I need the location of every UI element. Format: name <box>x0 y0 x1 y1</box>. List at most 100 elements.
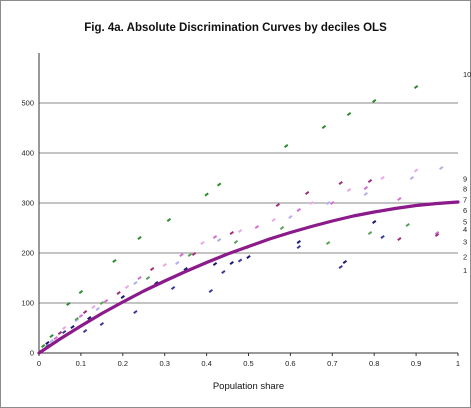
y-tick-label: 200 <box>21 249 34 258</box>
data-point <box>166 218 172 222</box>
data-point <box>183 266 188 272</box>
data-point <box>99 321 105 327</box>
data-point <box>116 290 121 296</box>
data-point <box>363 192 369 196</box>
data-point <box>338 181 343 185</box>
data-point <box>149 266 155 272</box>
data-point <box>434 233 440 237</box>
data-point <box>413 168 419 173</box>
data-point <box>309 201 314 205</box>
data-point <box>95 306 100 312</box>
data-point <box>233 240 239 244</box>
y-tick-label: 500 <box>21 99 34 108</box>
data-point <box>61 325 67 331</box>
curve-label: 6 <box>463 206 467 215</box>
data-point <box>237 258 243 263</box>
data-point <box>61 329 67 335</box>
data-point <box>342 259 348 265</box>
data-point <box>208 288 213 294</box>
data-point <box>57 330 63 336</box>
data-point <box>246 255 251 260</box>
data-point <box>304 191 310 195</box>
curve-label: 2 <box>463 253 467 262</box>
data-point <box>78 289 84 295</box>
data-point <box>409 176 415 180</box>
data-point <box>380 176 385 180</box>
data-point <box>124 284 130 290</box>
curve-label: 7 <box>463 196 467 205</box>
data-point <box>325 201 331 205</box>
data-point <box>78 313 84 319</box>
x-tick-label: 0.7 <box>327 359 337 368</box>
data-point <box>284 144 289 148</box>
data-point <box>405 223 410 227</box>
x-tick-label: 0.1 <box>76 359 86 368</box>
data-point <box>70 324 75 330</box>
data-point <box>321 125 327 129</box>
data-point <box>191 252 197 256</box>
data-point <box>279 226 285 230</box>
data-point <box>179 253 184 258</box>
data-point <box>296 245 301 249</box>
data-point <box>221 269 226 275</box>
y-tick-label: 300 <box>21 199 34 208</box>
data-point <box>216 182 222 187</box>
y-tick-label: 100 <box>21 299 34 308</box>
data-point <box>367 179 373 183</box>
x-tick-label: 0.4 <box>201 359 211 368</box>
x-tick-label: 0.5 <box>243 359 253 368</box>
data-point <box>87 315 92 321</box>
curve-label: 8 <box>463 185 467 194</box>
data-point <box>380 235 385 239</box>
data-point <box>82 328 88 334</box>
data-point <box>66 301 71 307</box>
data-point <box>99 300 105 306</box>
curve-label: 10 <box>463 70 471 79</box>
data-point <box>170 285 176 291</box>
data-point <box>137 236 142 240</box>
data-point <box>275 203 281 207</box>
x-tick-label: 0.9 <box>411 359 421 368</box>
data-point <box>204 192 209 197</box>
data-point <box>325 241 331 245</box>
data-point <box>49 338 54 344</box>
data-point <box>53 335 58 341</box>
data-point <box>162 262 167 268</box>
data-point <box>49 333 54 339</box>
data-point <box>112 258 117 264</box>
data-point <box>363 186 369 190</box>
data-point <box>40 343 46 349</box>
data-point <box>397 237 402 241</box>
x-tick-label: 0.6 <box>285 359 295 368</box>
data-point <box>296 240 301 244</box>
data-point <box>372 99 377 103</box>
data-point <box>120 294 126 300</box>
x-tick-label: 0.2 <box>118 359 128 368</box>
data-point <box>288 215 293 219</box>
data-point <box>74 316 79 322</box>
data-point <box>338 264 343 270</box>
data-point <box>229 260 234 266</box>
data-point <box>200 241 205 245</box>
data-point <box>212 261 218 267</box>
chart-title: Fig. 4a. Absolute Discrimination Curves … <box>84 22 387 34</box>
data-point <box>254 225 260 229</box>
data-point <box>271 218 276 222</box>
data-point <box>187 253 193 258</box>
data-point <box>397 197 402 201</box>
data-point <box>372 220 377 224</box>
data-point <box>434 231 440 235</box>
x-axis-label: Population share <box>213 381 284 392</box>
x-tick-label: 0.3 <box>159 359 169 368</box>
data-point <box>212 235 218 239</box>
curve-label: 5 <box>463 218 467 227</box>
average-curve <box>37 200 460 355</box>
data-point <box>330 201 335 205</box>
data-point <box>137 275 142 281</box>
data-point <box>237 229 243 233</box>
data-point <box>145 275 151 281</box>
data-point <box>175 260 180 266</box>
data-point <box>296 208 301 212</box>
data-point <box>346 188 352 192</box>
